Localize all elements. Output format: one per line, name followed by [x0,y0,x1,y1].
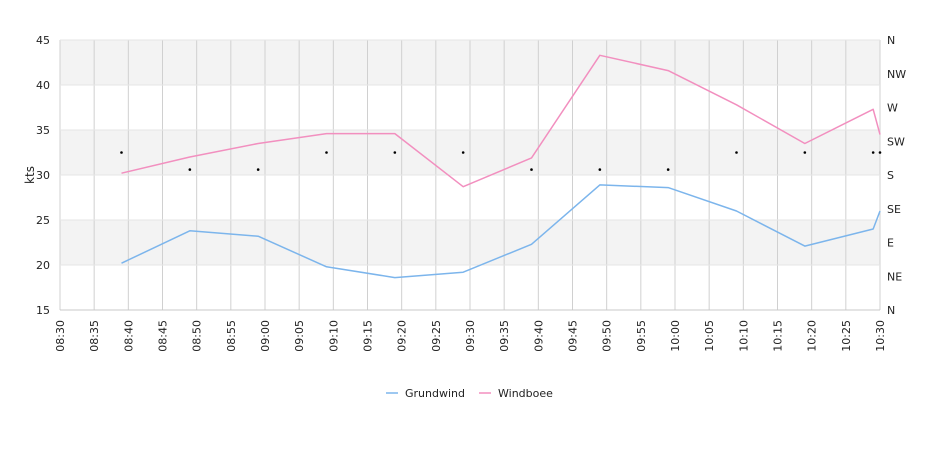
x-tick-label: 08:55 [225,320,238,352]
x-tick-label: 09:05 [293,320,306,352]
x-tick-label: 10:15 [772,320,785,352]
x-tick-label: 10:10 [737,320,750,352]
y-tick-label: 25 [36,214,50,227]
direction-marker [878,151,882,154]
direction-marker [735,151,738,154]
x-tick-label: 09:40 [532,320,545,352]
direction-tick-label: SW [887,135,905,148]
y-tick-label: 40 [36,79,50,92]
x-tick-label: 08:30 [54,320,67,352]
y-tick-label: 15 [36,304,50,317]
direction-marker [461,151,465,154]
legend: Grundwind Windboee [386,387,553,400]
x-tick-label: 10:30 [874,320,887,352]
direction-tick-label: N [887,34,895,47]
series-group [121,54,881,279]
y-tick-label: 35 [36,124,50,137]
x-tick-label: 08:40 [122,320,135,352]
y-tick-label: 30 [36,169,50,182]
direction-marker [188,168,192,171]
x-axis-ticks: 08:30 08:35 08:40 08:45 08:50 08:55 09:00 09:05… [54,320,887,352]
horizontal-gridlines [60,39,880,311]
x-tick-label: 09:00 [259,320,272,352]
direction-markers [120,151,882,171]
x-tick-label: 09:10 [327,320,340,352]
x-tick-label: 10:05 [703,320,716,352]
x-tick-label: 09:55 [635,320,648,352]
direction-marker [256,168,260,171]
x-tick-label: 08:50 [191,320,204,352]
right-axis-ticks: N NE E SE S SW W NW N [887,34,906,317]
direction-tick-label: N [887,304,895,317]
direction-marker [530,168,533,171]
x-tick-label: 09:25 [430,320,443,352]
direction-marker [871,151,875,154]
x-tick-label: 09:20 [396,320,409,352]
y-tick-label: 45 [36,34,50,47]
legend-label[interactable]: Grundwind [405,387,465,400]
legend-label[interactable]: Windboee [498,387,553,400]
direction-tick-label: NW [887,68,906,81]
series-line-windboee [121,54,881,188]
direction-tick-label: NE [887,270,902,283]
x-tick-label: 09:35 [498,320,511,352]
x-tick-label: 09:45 [567,320,580,352]
x-tick-label: 09:15 [362,320,375,352]
direction-tick-label: E [887,237,894,250]
x-tick-label: 09:50 [601,320,614,352]
direction-marker [325,151,328,154]
direction-marker [393,151,397,154]
direction-tick-label: S [887,169,894,182]
direction-marker [120,151,123,154]
direction-marker [598,168,602,171]
y-axis-label: kts [23,166,37,184]
x-tick-label: 10:00 [669,320,682,352]
x-tick-label: 08:35 [88,320,101,352]
x-tick-label: 09:30 [464,320,477,352]
direction-tick-label: W [887,102,898,115]
y-tick-label: 20 [36,259,50,272]
y-axis-ticks: 15 20 25 30 35 40 45 [36,34,50,317]
direction-tick-label: SE [887,203,901,216]
x-tick-label: 10:20 [806,320,819,352]
x-tick-label: 10:25 [840,320,853,352]
direction-marker [666,168,670,171]
direction-marker [803,151,807,154]
x-tick-label: 08:45 [157,320,170,352]
series-line-grundwind [121,184,881,279]
